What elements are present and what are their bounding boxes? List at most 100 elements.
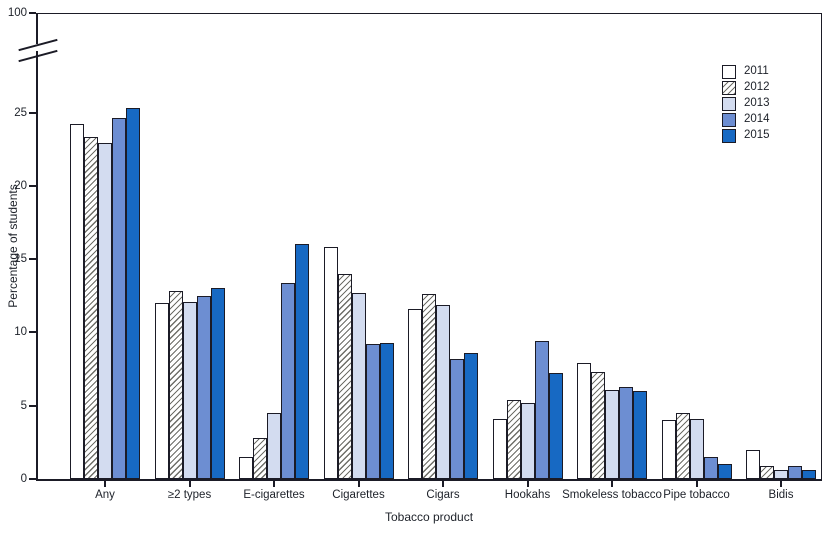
bar-2015 [295,244,309,479]
x-axis-line [36,479,822,481]
x-tick [442,481,444,487]
y-axis-title: Percentage of students [6,184,20,308]
category-label: Bidis [768,489,794,501]
plot-top-border [36,13,822,14]
bar-2015 [210,288,225,479]
y-tick [29,258,36,261]
bar-2013 [605,389,619,479]
x-tick [526,481,529,487]
category-label: ≥2 types [167,489,212,501]
category-label: E-cigarettes [243,489,305,501]
bar-2015 [717,464,732,479]
category-label: Pipe tobacco [663,489,730,501]
legend-swatch-2013 [722,96,736,111]
bar-2013 [98,143,112,479]
y-tick-label: 10 [14,326,27,339]
legend-item-2012: 2012 [722,80,770,95]
y-axis-line [36,13,38,481]
bar-2014 [619,386,633,479]
bar-2013 [182,301,197,479]
bar-group [408,294,478,479]
x-tick [780,481,782,487]
bar-2013 [689,418,704,479]
x-tick [357,481,360,487]
bar-2014 [788,465,802,479]
bar-2012 [760,465,774,479]
y-tick [29,12,36,14]
y-tick [29,184,36,187]
bar-2012 [84,137,98,479]
bar-2014 [365,344,380,479]
bar-2014 [534,341,549,479]
y-tick [29,404,36,407]
legend-item-2013: 2013 [722,96,770,111]
bar-2015 [548,373,563,479]
bar-group [492,341,563,479]
category-label: Cigarettes [332,489,385,501]
bar-2012 [337,273,352,479]
bar-2014 [450,358,464,479]
legend-label: 2015 [744,129,770,141]
y-tick-label: 15 [14,253,27,266]
y-tick-label: 0 [20,473,27,485]
bar-2013 [436,304,450,479]
bar-2012 [253,438,267,479]
y-tick-label: 25 [14,106,27,119]
bar-2012 [675,413,690,479]
legend-label: 2013 [744,97,770,109]
y-tick [29,111,36,114]
bar-2015 [464,352,478,479]
bar-group [577,363,647,479]
bar-2011 [239,457,253,479]
bar-2015 [379,342,394,479]
plot-right-border [821,13,822,480]
bar-2013 [351,292,366,479]
bar-2011 [577,363,591,479]
y-axis-break-gap [33,44,43,51]
bar-2011 [70,124,84,479]
plot-area [37,13,821,479]
category-label: Smokeless tobacco [562,489,662,501]
bar-group [154,288,225,479]
bar-group [239,244,309,479]
bar-2014 [281,282,295,479]
legend-swatch-2015 [722,128,736,143]
x-tick [611,481,613,487]
bar-2011 [323,247,338,479]
bar-2011 [492,418,507,479]
legend-item-2011: 2011 [722,64,770,79]
y-tick-label: 5 [20,399,27,412]
bar-2012 [591,372,605,479]
y-tick-label: 20 [14,179,27,192]
bar-2011 [746,449,760,479]
legend-label: 2014 [744,113,770,125]
legend-swatch-2011 [722,64,736,79]
x-tick [104,481,106,487]
category-label: Hookahs [504,489,551,501]
legend-label: 2012 [744,81,770,93]
y-tick [29,331,36,334]
category-label: Any [95,489,115,501]
bar-2013 [267,413,281,479]
category-label: Cigars [426,489,460,501]
bar-2012 [168,291,183,479]
y-tick [29,478,36,480]
legend-item-2015: 2015 [722,128,770,143]
bar-group [323,247,394,479]
legend-label: 2011 [744,65,769,77]
bar-2015 [633,391,647,479]
bar-2014 [112,118,126,479]
bar-2013 [520,402,535,479]
legend-item-2014: 2014 [722,112,770,127]
y-tick-label: 100 [7,7,27,19]
bar-2013 [774,470,788,479]
bar-2015 [802,470,816,479]
bar-2015 [126,108,140,479]
bar-group [661,413,732,479]
bar-2011 [408,308,422,479]
bar-group [746,449,816,479]
bar-2012 [422,294,436,479]
bar-group [70,108,140,479]
legend-swatch-2014 [722,112,736,127]
